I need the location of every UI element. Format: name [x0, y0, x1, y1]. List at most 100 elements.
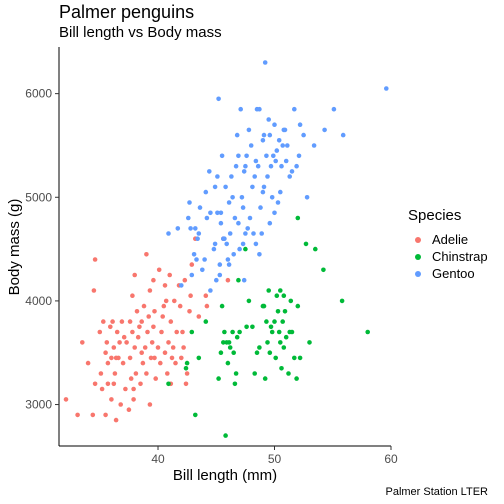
point-gentoo	[285, 143, 290, 148]
legend-swatch-adelie	[415, 236, 421, 243]
point-adelie	[183, 381, 189, 387]
point-adelie	[104, 340, 110, 345]
point-gentoo	[186, 215, 191, 221]
point-adelie	[103, 350, 108, 356]
point-chinstrap	[227, 345, 233, 350]
point-chinstrap	[232, 381, 238, 387]
legend-label-adelie: Adelie	[432, 232, 469, 247]
point-adelie	[98, 371, 104, 376]
point-adelie	[225, 277, 231, 283]
point-gentoo	[225, 257, 231, 262]
point-gentoo	[231, 252, 236, 257]
point-chinstrap	[339, 298, 345, 304]
point-adelie	[130, 329, 135, 335]
point-gentoo	[243, 231, 248, 236]
point-adelie	[166, 340, 171, 345]
points-layer	[63, 60, 389, 438]
point-gentoo	[208, 210, 213, 216]
point-chinstrap	[278, 340, 283, 345]
point-chinstrap	[274, 293, 280, 299]
point-chinstrap	[250, 324, 255, 330]
legend-swatch-gentoo	[415, 270, 421, 277]
point-gentoo	[331, 106, 337, 112]
point-adelie	[63, 397, 69, 402]
point-chinstrap	[267, 350, 273, 356]
point-chinstrap	[294, 376, 299, 381]
x-tick-label: 60	[384, 452, 398, 466]
point-gentoo	[191, 252, 197, 257]
point-gentoo	[279, 163, 284, 169]
point-chinstrap	[278, 288, 283, 293]
x-axis-title: Bill length (mm)	[173, 467, 277, 484]
point-chinstrap	[279, 366, 284, 371]
point-gentoo	[248, 143, 254, 148]
point-gentoo	[238, 106, 243, 112]
point-gentoo	[237, 246, 242, 252]
point-gentoo	[260, 138, 266, 143]
point-adelie	[111, 381, 117, 387]
point-chinstrap	[244, 324, 249, 330]
point-gentoo	[255, 163, 261, 169]
point-gentoo	[229, 174, 234, 179]
point-adelie	[132, 345, 137, 350]
point-adelie	[75, 412, 80, 418]
point-chinstrap	[281, 293, 287, 299]
point-adelie	[140, 360, 146, 366]
point-gentoo	[261, 132, 267, 138]
point-adelie	[133, 371, 139, 376]
point-gentoo	[212, 241, 218, 247]
point-chinstrap	[313, 246, 318, 252]
series-adelie	[63, 236, 231, 423]
point-gentoo	[236, 220, 241, 226]
point-adelie	[165, 371, 170, 376]
point-gentoo	[267, 132, 273, 138]
point-gentoo	[322, 127, 327, 133]
point-gentoo	[215, 210, 220, 216]
point-chinstrap	[216, 376, 221, 381]
point-gentoo	[227, 231, 233, 236]
point-chinstrap	[203, 319, 209, 324]
axes-layer: 40 50 60 3000 4000 5000 6000	[25, 47, 398, 466]
point-adelie	[112, 371, 118, 376]
point-chinstrap	[268, 324, 274, 330]
point-gentoo	[240, 205, 246, 210]
point-adelie	[118, 402, 123, 407]
point-adelie	[167, 272, 172, 278]
point-adelie	[110, 319, 115, 324]
point-gentoo	[175, 226, 181, 231]
point-gentoo	[251, 231, 256, 236]
point-chinstrap	[252, 371, 257, 376]
point-adelie	[161, 303, 167, 309]
point-gentoo	[217, 272, 223, 278]
point-chinstrap	[261, 303, 267, 309]
point-gentoo	[207, 169, 212, 174]
legend-label-gentoo: Gentoo	[432, 266, 475, 281]
point-gentoo	[253, 241, 259, 247]
point-adelie	[90, 412, 96, 418]
point-gentoo	[224, 241, 229, 247]
point-chinstrap	[288, 298, 294, 304]
point-chinstrap	[273, 355, 279, 361]
point-adelie	[153, 376, 158, 381]
y-tick-label: 6000	[25, 87, 52, 101]
point-gentoo	[219, 153, 225, 159]
point-chinstrap	[286, 371, 291, 376]
point-adelie	[147, 402, 153, 407]
point-gentoo	[266, 117, 272, 122]
point-adelie	[130, 293, 135, 299]
point-gentoo	[257, 106, 262, 112]
series-chinstrap	[166, 215, 371, 438]
point-adelie	[142, 345, 148, 350]
point-adelie	[126, 407, 132, 413]
point-chinstrap	[321, 267, 326, 273]
legend-title: Species	[408, 207, 462, 224]
point-adelie	[203, 293, 209, 299]
point-adelie	[180, 329, 185, 335]
point-chinstrap	[254, 350, 260, 356]
point-chinstrap	[222, 329, 227, 335]
point-chinstrap	[223, 433, 228, 438]
point-gentoo	[250, 184, 255, 190]
point-chinstrap	[295, 215, 301, 221]
point-adelie	[127, 355, 133, 361]
